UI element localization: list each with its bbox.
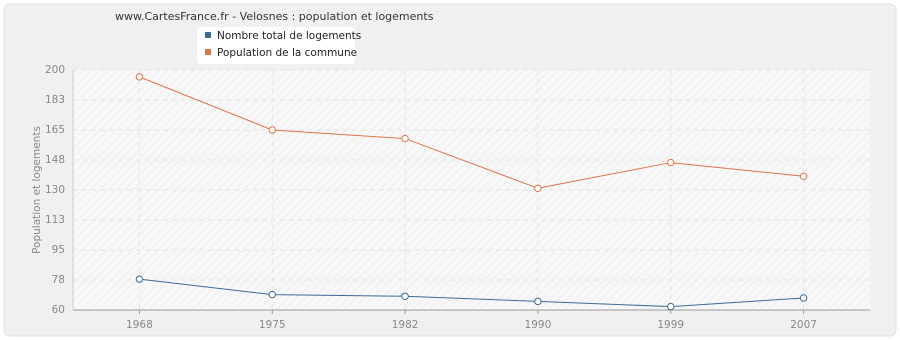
y-tick-label: 148 xyxy=(45,154,65,166)
y-axis-label: Population et logements xyxy=(31,126,43,254)
x-tick-label: 1975 xyxy=(259,319,286,331)
x-tick-label: 1968 xyxy=(126,319,153,331)
y-tick-label: 60 xyxy=(52,304,65,316)
data-point xyxy=(534,184,542,192)
data-point xyxy=(135,275,144,283)
y-tick-label: 183 xyxy=(45,94,65,106)
data-point xyxy=(667,302,675,311)
series-line xyxy=(139,278,804,308)
data-point xyxy=(799,172,808,180)
legend-swatch xyxy=(205,32,211,38)
y-tick-label: 95 xyxy=(52,244,65,256)
legend-label: Nombre total de logements xyxy=(217,30,361,42)
y-tick-label: 200 xyxy=(45,64,65,76)
y-tick-label: 113 xyxy=(45,214,65,226)
data-point xyxy=(135,73,144,81)
legend-label: Population de la commune xyxy=(217,47,357,59)
legend xyxy=(197,27,355,64)
x-tick-label: 1982 xyxy=(392,319,419,331)
data-point xyxy=(799,294,808,302)
y-tick-label: 165 xyxy=(45,124,65,136)
data-point xyxy=(534,297,542,306)
data-point xyxy=(401,134,409,143)
data-point xyxy=(268,290,276,299)
chart-title: www.CartesFrance.fr - Velosnes : populat… xyxy=(115,10,434,23)
series-line xyxy=(139,76,804,189)
y-tick-label: 78 xyxy=(52,274,65,286)
x-tick-label: 2007 xyxy=(790,319,817,331)
x-tick-label: 1990 xyxy=(525,319,552,331)
y-tick-label: 130 xyxy=(45,184,65,196)
legend-swatch xyxy=(205,49,211,55)
x-tick-label: 1999 xyxy=(657,319,684,331)
data-point xyxy=(401,292,409,300)
data-point xyxy=(667,158,675,167)
data-point xyxy=(268,126,276,134)
